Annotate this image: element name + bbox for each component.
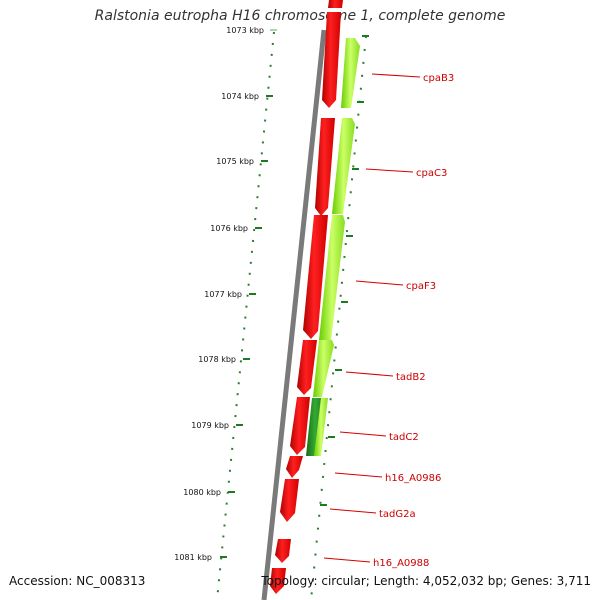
leader-line [355, 280, 404, 286]
cds-arrow-reverse[interactable] [319, 215, 345, 340]
gene-label-cpaf3[interactable]: cpaF3 [406, 281, 436, 292]
ruler-label: 1080 kbp [183, 488, 221, 497]
cds-arrow-reverse[interactable] [332, 118, 355, 214]
cds-arrow-forward[interactable] [328, 0, 343, 8]
cds-arrow-forward[interactable] [303, 215, 328, 339]
leader-line [365, 168, 414, 173]
genome-stats-label: Topology: circular; Length: 4,052,032 bp… [261, 574, 591, 588]
inner-guide-dots [216, 31, 275, 600]
gene-label-tadb2[interactable]: tadB2 [396, 372, 426, 383]
ruler-label: 1075 kbp [216, 157, 254, 166]
leader-line [329, 508, 377, 514]
cds-arrow-forward[interactable] [297, 340, 317, 395]
ruler-ticks [220, 29, 369, 558]
cds-arrow-forward[interactable] [270, 568, 286, 594]
gene-label-cpab3[interactable]: cpaB3 [423, 73, 454, 84]
gene-label-tadc2[interactable]: tadC2 [389, 432, 419, 443]
leader-line [339, 431, 387, 437]
cds-arrow-forward[interactable] [315, 118, 335, 216]
cds-arrow-reverse[interactable] [314, 398, 328, 456]
map-title: Ralstonia eutropha H16 chromosome 1, com… [94, 8, 506, 24]
cds-arrow-forward[interactable] [322, 12, 341, 108]
gene-label-tadg2a[interactable]: tadG2a [379, 509, 416, 520]
backbone [261, 29, 327, 600]
ruler-label: 1074 kbp [221, 92, 259, 101]
cds-arrow-forward[interactable] [286, 456, 303, 478]
leader-line [323, 557, 371, 563]
cds-arrow-forward[interactable] [290, 397, 310, 455]
gene-label-h16-a0988[interactable]: h16_A0988 [373, 558, 429, 569]
cds-arrow-reverse[interactable] [341, 38, 360, 108]
accession-label: Accession: NC_008313 [9, 574, 146, 588]
ruler-label: 1077 kbp [204, 290, 242, 299]
gene-label-cpac3[interactable]: cpaC3 [416, 168, 447, 179]
ruler-label: 1079 kbp [191, 421, 229, 430]
cds-arrow-reverse[interactable] [313, 340, 334, 397]
leader-line [334, 472, 383, 478]
ruler-label: 1073 kbp [226, 26, 264, 35]
ruler-label: 1081 kbp [174, 553, 212, 562]
leader-line [371, 73, 421, 78]
cds-arrow-forward[interactable] [275, 539, 291, 563]
leader-line [345, 371, 394, 377]
ruler-label: 1078 kbp [198, 355, 236, 364]
ruler-label: 1076 kbp [210, 224, 248, 233]
outer-guide-dots [310, 35, 367, 600]
cds-arrow-forward[interactable] [280, 479, 299, 522]
gene-label-h16-a0986[interactable]: h16_A0986 [385, 473, 441, 484]
